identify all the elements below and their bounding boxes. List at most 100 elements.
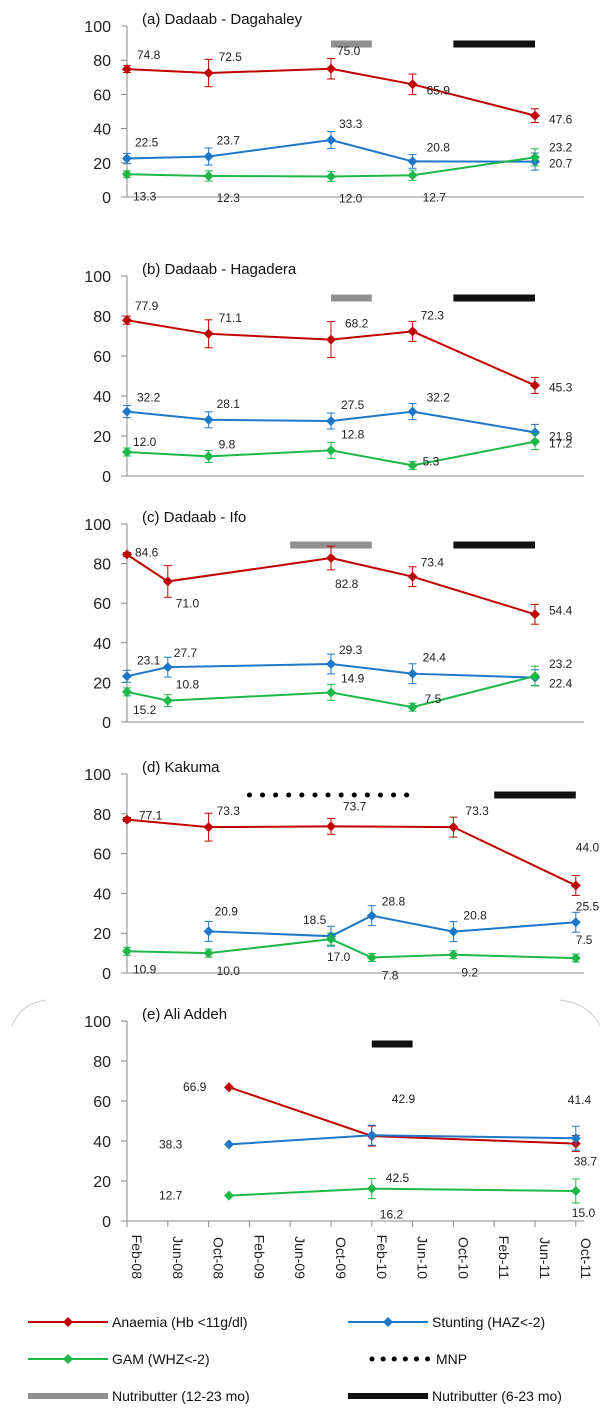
stunting-data-label: 18.5 [303,913,327,927]
gam-data-label: 10.9 [133,962,157,976]
stunting-data-label: 29.3 [339,643,363,657]
stunting-series-line [228,1134,576,1146]
anaemia-data-label: 45.3 [549,380,573,394]
anaemia-data-point [407,79,418,90]
stunting-data-point [162,662,173,673]
y-tick-label: 100 [84,767,111,784]
y-tick-label: 60 [93,596,111,613]
gam-data-label: 9.2 [461,966,478,980]
gam-data-point [366,1183,377,1194]
x-tick-label: Oct-09 [333,1237,349,1279]
anaemia-data-label: 72.5 [219,50,243,64]
stunting-data-point [570,917,581,928]
panel-title: (d) Kakuma [142,759,220,776]
stunting-data-label: 42.9 [392,1092,416,1106]
stunting-data-label: 20.8 [463,909,487,923]
stunting-data-label: 22.4 [549,677,573,691]
gam-data-label: 16.2 [380,1208,404,1222]
x-tick-label: Feb-08 [129,1235,145,1280]
stunting-data-label: 33.3 [339,117,363,131]
anaemia-data-point [326,553,336,564]
legend-nb12-label: Nutributter (12-23 mo) [112,1388,250,1404]
gam-data-point [203,451,214,462]
gam-data-point [407,702,418,713]
gam-data-point [162,695,173,706]
gam-data-label: 7.5 [576,933,593,947]
anaemia-data-label: 72.3 [421,308,445,322]
y-tick-label: 40 [93,389,111,406]
stunting-data-label: 25.5 [576,899,600,913]
y-tick-label: 20 [93,156,111,173]
gam-data-label: 12.7 [159,1189,183,1203]
anaemia-data-label: 47.6 [549,113,573,127]
gam-data-label: 12.7 [423,190,447,204]
stunting-data-point [448,926,459,937]
legend-nb6-label: Nutributter (6-23 mo) [432,1388,562,1404]
anaemia-data-point [570,880,581,891]
anaemia-data-label: 73.7 [343,799,367,813]
stunting-data-point [530,427,540,438]
chart-panel: 0 20 40 60 80 100 (d) Kakuma 77.1 73.3 73.7 73.3 44… [84,759,599,983]
gam-data-label: 12.0 [339,191,363,205]
y-tick-label: 0 [102,966,111,983]
anaemia-data-point [407,326,418,337]
gam-data-point [530,671,540,682]
anaemia-data-point [224,1082,234,1093]
x-tick-label: Feb-09 [251,1235,267,1280]
anaemia-data-label: 77.1 [139,809,163,823]
gam-data-label: 5.3 [423,454,440,468]
legend-gam-marker [63,1354,73,1364]
y-tick-label: 80 [93,309,111,326]
gam-data-point [122,946,132,957]
stunting-data-point [366,1130,377,1141]
stunting-data-label: 22.5 [135,136,159,150]
gam-data-point [407,460,418,471]
stunting-data-label: 41.4 [568,1093,592,1107]
gam-data-label: 12.0 [133,435,157,449]
y-tick-label: 40 [93,886,111,903]
gam-data-label: 12.8 [341,427,365,441]
gam-data-label: 12.3 [217,191,241,205]
stunting-data-point [122,671,132,682]
anaemia-data-point [203,328,214,339]
legend: Anaemia (Hb <11g/dl) Stunting (HAZ<-2) G… [28,1314,562,1404]
stunting-data-point [366,910,377,921]
panel-frame-corner [559,999,601,1027]
gam-data-point [224,1190,234,1201]
y-tick-label: 60 [93,1094,111,1111]
y-tick-label: 40 [93,122,111,139]
anaemia-data-point [122,315,132,326]
anaemia-data-label: 73.3 [217,804,241,818]
anaemia-data-label: 68.2 [345,317,369,331]
anaemia-data-label: 74.8 [137,48,161,62]
gam-data-point [203,170,214,181]
anaemia-data-point [203,822,214,833]
stunting-data-point [326,135,336,146]
gam-data-label: 7.8 [382,968,399,982]
y-tick-label: 0 [102,469,111,486]
anaemia-data-point [326,63,336,74]
stunting-data-label: 32.2 [427,391,451,405]
y-tick-label: 80 [93,1054,111,1071]
gam-data-point [530,152,540,163]
anaemia-data-point [530,609,540,620]
anaemia-data-point [162,576,173,587]
stunting-data-label: 21.8 [549,429,573,443]
anaemia-data-label: 73.4 [421,556,445,570]
gam-data-point [326,687,336,698]
stunting-data-label: 32.2 [137,391,161,405]
anaemia-data-point [407,571,418,582]
gam-data-label: 17.0 [327,950,351,964]
y-tick-label: 20 [93,675,111,692]
stunting-data-point [407,668,418,679]
chart-panel: 0 20 40 60 80 100 (c) Dadaab - Ifo 84.6 71.0 82.8… [84,509,584,732]
x-tick-label: Oct-08 [211,1237,227,1279]
gam-data-point [326,171,336,182]
gam-data-label: 10.8 [176,678,200,692]
gam-data-label: 14.9 [341,671,365,685]
anaemia-data-label: 71.1 [219,311,243,325]
anaemia-data-point [326,334,336,345]
anaemia-data-label: 71.0 [176,596,200,610]
stunting-data-point [224,1139,234,1150]
panel-title: (e) Ali Addeh [142,1006,227,1023]
